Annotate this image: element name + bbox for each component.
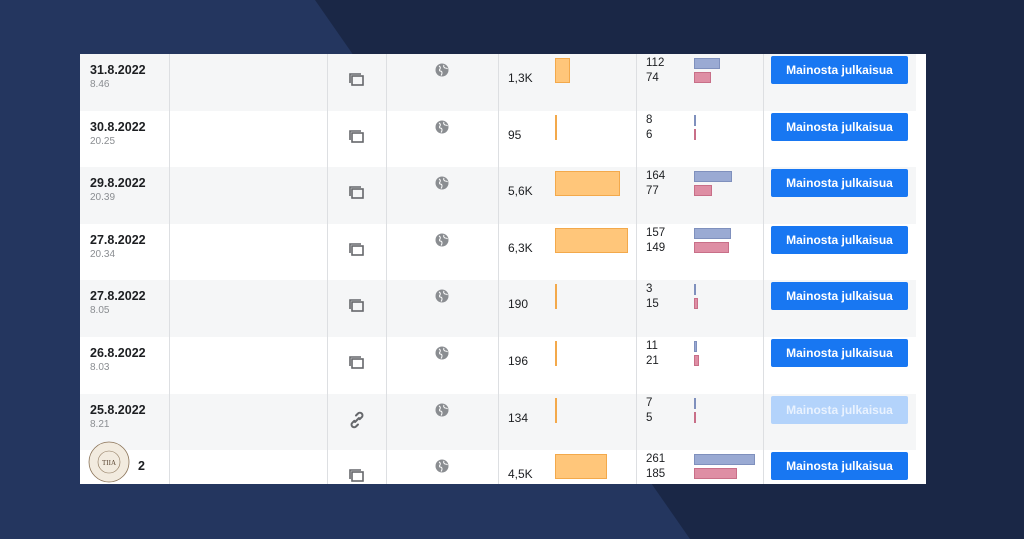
engagement-primary-value: 8 xyxy=(646,113,653,126)
engagement-primary-value: 11 xyxy=(646,340,658,352)
column-divider xyxy=(763,54,764,484)
album-icon xyxy=(348,128,366,146)
globe-icon xyxy=(434,458,450,474)
engagement-secondary-bar xyxy=(694,298,698,310)
column-divider xyxy=(498,54,499,484)
globe-icon xyxy=(434,175,450,191)
post-date: 30.8.2022 xyxy=(90,119,146,134)
album-icon xyxy=(348,184,366,202)
scrollbar[interactable] xyxy=(915,54,926,484)
reach-bar xyxy=(555,454,608,480)
reach-bar xyxy=(555,114,557,140)
engagement-primary-value: 261 xyxy=(646,453,666,466)
engagement-secondary-bar xyxy=(694,355,699,366)
post-date: 27.8.2022 xyxy=(90,289,146,304)
globe-icon xyxy=(434,119,450,135)
post-date: 25.8.2022 xyxy=(90,402,146,417)
album-icon xyxy=(348,354,366,372)
reach-bar xyxy=(555,341,558,366)
posts-table-panel: 31.8.2022 8.46 1,3K 112 74 Mainosta julk… xyxy=(80,54,926,484)
column-divider xyxy=(327,54,328,484)
engagement-primary-bar xyxy=(694,171,733,183)
engagement-primary-value: 112 xyxy=(646,57,665,69)
post-date: 2 xyxy=(138,459,145,474)
reach-bar xyxy=(555,171,620,197)
post-time: 8.46 xyxy=(90,79,110,90)
reach-bar xyxy=(555,284,558,310)
post-time: 20.25 xyxy=(90,135,116,147)
globe-icon xyxy=(434,288,450,304)
engagement-secondary-bar xyxy=(694,72,712,83)
engagement-secondary-value: 149 xyxy=(646,241,666,254)
album-icon xyxy=(348,241,366,259)
engagement-secondary-value: 6 xyxy=(646,128,653,141)
promote-post-button[interactable]: Mainosta julkaisua xyxy=(771,225,908,254)
globe-icon xyxy=(434,402,450,418)
engagement-primary-bar xyxy=(694,114,696,126)
globe-icon xyxy=(434,345,450,361)
reach-value: 196 xyxy=(508,354,529,368)
reach-value: 5,6K xyxy=(508,184,533,199)
engagement-secondary-value: 74 xyxy=(646,72,659,84)
reach-value: 134 xyxy=(508,410,529,425)
engagement-secondary-value: 15 xyxy=(646,298,659,311)
post-time: 8.21 xyxy=(90,418,110,430)
engagement-primary-value: 164 xyxy=(646,170,666,183)
reach-bar xyxy=(555,227,628,253)
promote-post-button[interactable]: Mainosta julkaisua xyxy=(771,395,908,424)
engagement-secondary-value: 21 xyxy=(646,355,659,367)
engagement-secondary-bar xyxy=(694,241,729,253)
engagement-primary-value: 157 xyxy=(646,226,666,239)
engagement-primary-bar xyxy=(694,341,697,352)
promote-post-button[interactable]: Mainosta julkaisua xyxy=(771,56,908,84)
reach-value: 6,3K xyxy=(508,240,533,255)
blog-logo: TIIA xyxy=(88,441,130,483)
engagement-primary-bar xyxy=(694,284,696,296)
promote-post-button[interactable]: Mainosta julkaisua xyxy=(771,112,908,141)
reach-value: 1,3K xyxy=(508,71,533,85)
reach-value: 4,5K xyxy=(508,467,533,482)
globe-icon xyxy=(434,232,450,248)
post-date: 27.8.2022 xyxy=(90,232,146,247)
engagement-secondary-value: 185 xyxy=(646,468,666,481)
reach-bar xyxy=(555,397,557,423)
post-time: 8.05 xyxy=(90,305,110,317)
promote-post-button[interactable]: Mainosta julkaisua xyxy=(771,282,908,311)
column-divider xyxy=(169,54,170,484)
promote-post-button[interactable]: Mainosta julkaisua xyxy=(771,452,908,481)
svg-text:TIIA: TIIA xyxy=(102,459,116,467)
column-divider xyxy=(386,54,387,484)
engagement-primary-bar xyxy=(694,58,721,69)
engagement-secondary-value: 77 xyxy=(646,185,659,198)
engagement-secondary-bar xyxy=(694,468,738,480)
reach-value: 95 xyxy=(508,127,522,142)
promote-post-button[interactable]: Mainosta julkaisua xyxy=(771,169,908,198)
link-icon xyxy=(348,411,366,429)
engagement-primary-bar xyxy=(694,397,696,409)
album-icon xyxy=(348,297,366,315)
post-time: 20.34 xyxy=(90,248,116,260)
post-time: 20.39 xyxy=(90,192,116,204)
engagement-primary-bar xyxy=(694,454,755,466)
post-date: 29.8.2022 xyxy=(90,176,146,191)
engagement-secondary-bar xyxy=(694,411,696,423)
album-icon xyxy=(348,71,366,89)
engagement-secondary-bar xyxy=(694,128,696,140)
post-date: 26.8.2022 xyxy=(90,346,146,360)
post-time: 8.03 xyxy=(90,362,110,373)
engagement-primary-bar xyxy=(694,227,731,239)
engagement-secondary-bar xyxy=(694,185,712,197)
engagement-primary-value: 7 xyxy=(646,396,653,409)
post-date: 31.8.2022 xyxy=(90,63,146,77)
reach-value: 190 xyxy=(508,297,529,312)
reach-bar xyxy=(555,58,571,83)
column-divider xyxy=(636,54,637,484)
album-icon xyxy=(348,467,366,484)
promote-post-button[interactable]: Mainosta julkaisua xyxy=(771,339,908,367)
engagement-primary-value: 3 xyxy=(646,283,653,296)
globe-icon xyxy=(434,62,450,78)
engagement-secondary-value: 5 xyxy=(646,411,653,424)
